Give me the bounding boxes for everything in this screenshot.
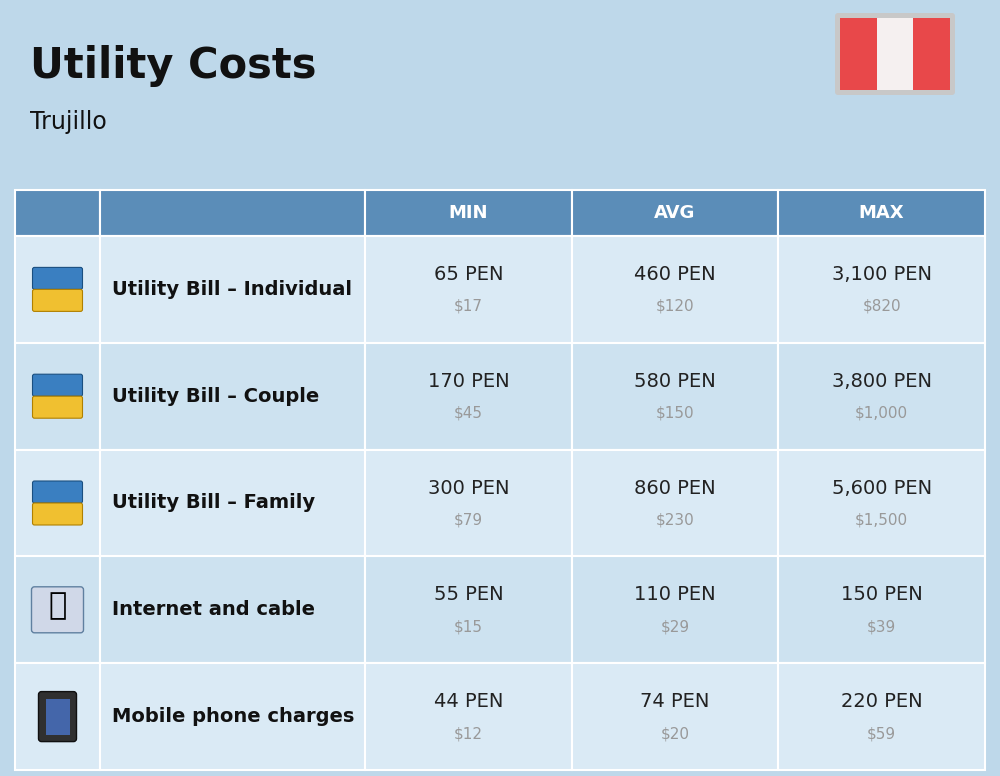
Bar bbox=[365, 449, 572, 556]
Bar bbox=[100, 449, 365, 556]
Bar bbox=[572, 449, 778, 556]
Text: $820: $820 bbox=[862, 299, 901, 314]
Bar bbox=[778, 190, 985, 236]
Bar bbox=[100, 343, 365, 449]
Text: $59: $59 bbox=[867, 726, 896, 741]
Text: 55 PEN: 55 PEN bbox=[434, 585, 503, 605]
FancyBboxPatch shape bbox=[32, 268, 82, 289]
Bar bbox=[840, 18, 877, 90]
Bar bbox=[365, 663, 572, 770]
Text: MAX: MAX bbox=[859, 204, 904, 222]
Text: 74 PEN: 74 PEN bbox=[640, 692, 710, 711]
Text: $20: $20 bbox=[660, 726, 690, 741]
Bar bbox=[572, 556, 778, 663]
FancyBboxPatch shape bbox=[32, 587, 84, 632]
Text: 220 PEN: 220 PEN bbox=[841, 692, 922, 711]
Text: AVG: AVG bbox=[654, 204, 696, 222]
Text: $15: $15 bbox=[454, 619, 483, 634]
FancyBboxPatch shape bbox=[32, 289, 82, 311]
Bar bbox=[100, 236, 365, 343]
Text: $45: $45 bbox=[454, 406, 483, 421]
Bar bbox=[572, 663, 778, 770]
Bar bbox=[572, 343, 778, 449]
Bar bbox=[100, 556, 365, 663]
FancyBboxPatch shape bbox=[835, 13, 955, 95]
Bar bbox=[913, 18, 950, 90]
Text: 5,600 PEN: 5,600 PEN bbox=[832, 479, 932, 497]
Bar bbox=[572, 236, 778, 343]
Bar bbox=[877, 18, 913, 90]
Bar bbox=[365, 556, 572, 663]
Text: $230: $230 bbox=[656, 512, 694, 528]
Text: $120: $120 bbox=[656, 299, 694, 314]
Bar bbox=[778, 236, 985, 343]
FancyBboxPatch shape bbox=[32, 374, 82, 397]
Bar bbox=[365, 236, 572, 343]
Bar bbox=[778, 343, 985, 449]
Text: Utility Bill – Couple: Utility Bill – Couple bbox=[112, 386, 319, 406]
Text: $39: $39 bbox=[867, 619, 896, 634]
Text: Mobile phone charges: Mobile phone charges bbox=[112, 707, 354, 726]
Bar bbox=[778, 663, 985, 770]
FancyBboxPatch shape bbox=[38, 691, 76, 742]
Text: $29: $29 bbox=[660, 619, 690, 634]
Bar bbox=[100, 663, 365, 770]
Text: $17: $17 bbox=[454, 299, 483, 314]
Bar bbox=[365, 190, 572, 236]
Bar bbox=[778, 556, 985, 663]
Text: 170 PEN: 170 PEN bbox=[428, 372, 509, 391]
Bar bbox=[15, 190, 100, 236]
Text: 📶: 📶 bbox=[48, 591, 67, 620]
Bar bbox=[15, 343, 100, 449]
Text: $1,000: $1,000 bbox=[855, 406, 908, 421]
Bar bbox=[15, 556, 100, 663]
Text: Trujillo: Trujillo bbox=[30, 110, 107, 134]
Text: $12: $12 bbox=[454, 726, 483, 741]
Text: 300 PEN: 300 PEN bbox=[428, 479, 509, 497]
Text: 65 PEN: 65 PEN bbox=[434, 265, 503, 284]
FancyBboxPatch shape bbox=[32, 397, 82, 418]
Text: 580 PEN: 580 PEN bbox=[634, 372, 716, 391]
Bar bbox=[365, 343, 572, 449]
Bar bbox=[15, 663, 100, 770]
Text: Internet and cable: Internet and cable bbox=[112, 601, 315, 619]
Text: 3,100 PEN: 3,100 PEN bbox=[832, 265, 932, 284]
Text: MIN: MIN bbox=[449, 204, 488, 222]
Bar bbox=[46, 698, 70, 735]
Text: 3,800 PEN: 3,800 PEN bbox=[832, 372, 932, 391]
Text: $150: $150 bbox=[656, 406, 694, 421]
Bar bbox=[15, 236, 100, 343]
Text: $1,500: $1,500 bbox=[855, 512, 908, 528]
Bar bbox=[15, 449, 100, 556]
Text: $79: $79 bbox=[454, 512, 483, 528]
Bar bbox=[100, 190, 365, 236]
Text: Utility Costs: Utility Costs bbox=[30, 45, 316, 87]
Bar bbox=[778, 449, 985, 556]
Text: Utility Bill – Individual: Utility Bill – Individual bbox=[112, 280, 352, 299]
Text: 860 PEN: 860 PEN bbox=[634, 479, 716, 497]
Text: 44 PEN: 44 PEN bbox=[434, 692, 503, 711]
Text: 150 PEN: 150 PEN bbox=[841, 585, 923, 605]
Text: Utility Bill – Family: Utility Bill – Family bbox=[112, 494, 315, 512]
FancyBboxPatch shape bbox=[32, 481, 82, 503]
FancyBboxPatch shape bbox=[32, 503, 82, 525]
Text: 460 PEN: 460 PEN bbox=[634, 265, 716, 284]
Text: 110 PEN: 110 PEN bbox=[634, 585, 716, 605]
Bar bbox=[572, 190, 778, 236]
